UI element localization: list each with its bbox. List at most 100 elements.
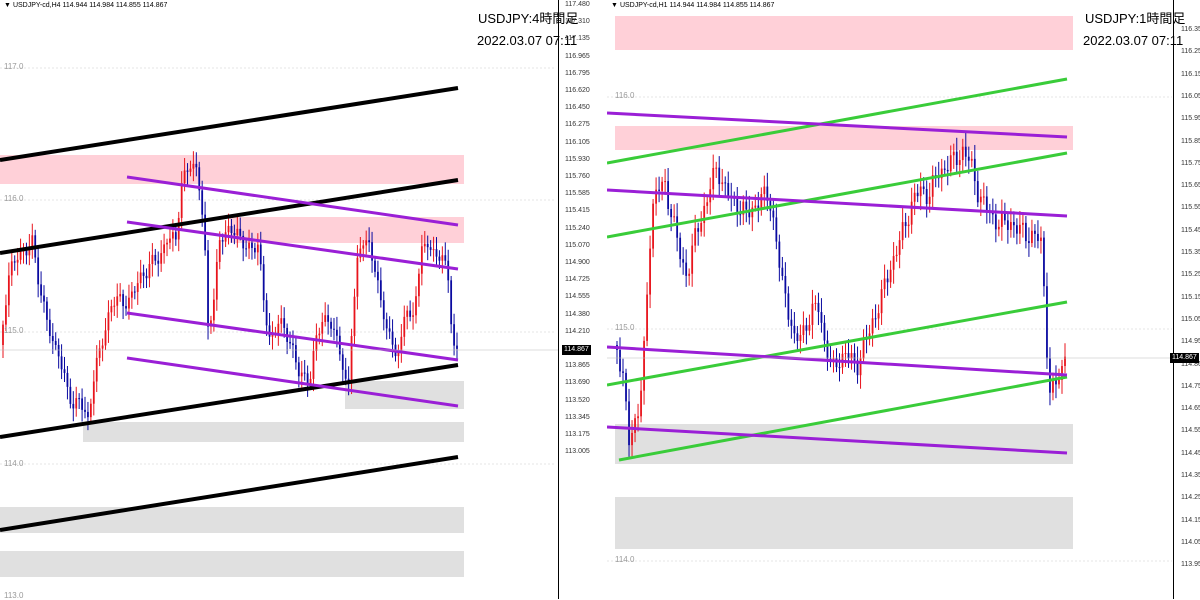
chart-canvas-h1[interactable] — [607, 0, 1200, 599]
green-channel-line — [618, 375, 1068, 462]
candle-body — [679, 237, 682, 260]
candle — [72, 391, 75, 422]
candle-body — [306, 373, 309, 384]
candle — [715, 161, 718, 179]
candle — [871, 308, 874, 347]
candle — [862, 329, 865, 364]
candle-body — [826, 340, 829, 359]
candle-body — [230, 225, 233, 234]
candle-body — [338, 335, 341, 355]
price-tick-label: 113.690 — [565, 379, 590, 387]
candle-body — [198, 167, 201, 191]
candle — [1006, 213, 1009, 244]
candle-body — [406, 310, 409, 317]
candle — [886, 269, 889, 296]
candle-body — [1043, 237, 1045, 287]
candle — [724, 176, 727, 197]
candle-body — [441, 255, 444, 261]
candle-body — [850, 353, 853, 359]
candle-body — [87, 411, 89, 418]
candle-body — [787, 293, 790, 320]
candle — [643, 336, 645, 405]
candle — [40, 271, 42, 303]
candle-body — [130, 291, 133, 298]
candle — [195, 152, 198, 177]
candle-body — [931, 175, 934, 197]
candle — [151, 243, 154, 277]
candle-body — [13, 261, 16, 263]
candle — [10, 252, 13, 286]
candle — [218, 231, 221, 270]
candle — [688, 268, 691, 286]
candle — [374, 256, 376, 278]
demand-zone — [0, 507, 464, 533]
candle-body — [447, 260, 450, 281]
candle-body — [805, 325, 808, 331]
round-level-label: 116.0 — [615, 91, 635, 100]
chart-canvas-h4[interactable] — [0, 0, 600, 599]
candle — [982, 182, 985, 205]
candle-body — [925, 188, 928, 205]
dropdown-triangle-icon[interactable]: ▼ — [611, 2, 618, 9]
candle — [43, 285, 45, 313]
candle-body — [685, 262, 688, 276]
candle-body — [312, 350, 315, 379]
symbol-header-h1: ▼ USDJPY-cd,H1 114.944 114.984 114.855 11… — [611, 2, 774, 9]
candle — [766, 172, 769, 212]
candle-body — [778, 241, 781, 268]
candle — [781, 256, 784, 281]
candle-body — [625, 372, 627, 402]
candle-body — [1040, 237, 1042, 241]
purple-channel-line — [607, 188, 1068, 218]
candle-body — [280, 318, 283, 324]
candle — [292, 330, 294, 359]
candle-body — [781, 267, 784, 276]
candle-body — [853, 353, 856, 361]
candle — [207, 239, 209, 340]
price-tick-label: 116.350 — [1181, 26, 1200, 33]
candle-body — [51, 335, 54, 342]
price-tick-label: 113.345 — [565, 413, 590, 421]
candle-body — [643, 340, 645, 391]
candle — [148, 251, 151, 288]
candle-body — [122, 294, 124, 307]
candle — [829, 344, 832, 368]
candle-body — [374, 260, 376, 272]
candle — [385, 312, 388, 340]
price-tick-label: 114.750 — [1181, 382, 1200, 390]
candle — [256, 233, 259, 266]
major-channel-line — [0, 455, 459, 532]
candle-body — [2, 324, 4, 345]
candle — [13, 255, 16, 271]
candle-body — [119, 294, 122, 297]
candle-body — [180, 183, 183, 218]
candle — [420, 234, 423, 286]
candle-body — [985, 196, 988, 212]
round-level-label: 114.0 — [615, 555, 635, 564]
candle-body — [979, 196, 982, 203]
price-tick-label: 117.480 — [565, 1, 590, 8]
candle-body — [976, 181, 979, 203]
candle-body — [324, 315, 327, 322]
candle-body — [377, 271, 379, 281]
candle — [81, 388, 83, 422]
candle — [268, 313, 271, 345]
candle — [793, 312, 796, 344]
candle — [736, 186, 739, 227]
candle — [820, 298, 823, 333]
candle — [330, 317, 332, 337]
candle — [691, 233, 694, 287]
candle — [248, 229, 250, 260]
candle — [706, 196, 709, 214]
candle-body — [336, 329, 338, 336]
candle-body — [967, 156, 970, 161]
candle-body — [844, 353, 847, 355]
dropdown-triangle-icon[interactable]: ▼ — [4, 2, 11, 9]
candle — [856, 346, 859, 384]
candle-body — [248, 242, 250, 249]
candle — [130, 281, 133, 309]
candle-body — [382, 300, 385, 320]
candle — [37, 247, 40, 298]
candle-body — [16, 259, 19, 263]
candle-body — [1064, 356, 1066, 367]
